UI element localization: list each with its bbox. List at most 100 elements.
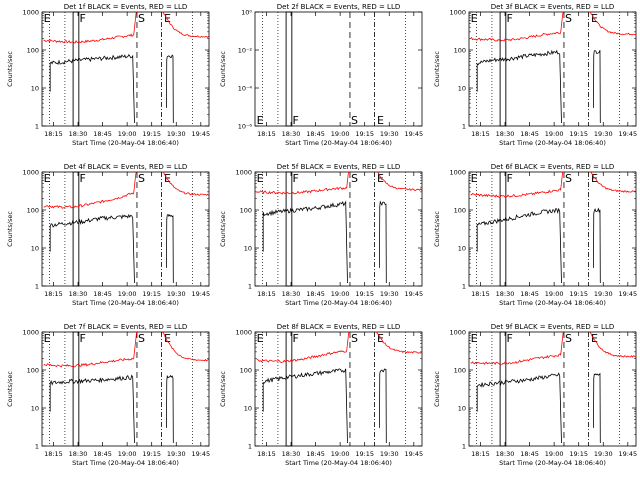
marker-e-0: E [471,12,478,25]
x-tick-label: 19:00 [545,290,564,298]
events-series-line [49,53,135,124]
x-tick-label: 19:15 [355,290,374,298]
events-series-line [262,200,348,283]
y-axis-title: Counts/sec [6,211,14,247]
x-tick-label: 19:15 [569,130,588,138]
x-tick-label: 19:00 [331,130,350,138]
detector-chart-8: Det 8f BLACK = Events, RED = LLD 1 10 100 10… [219,323,423,467]
marker-s-2: S [138,172,145,185]
lld-series-line [470,331,564,366]
lld-series-line-after [589,11,636,36]
x-tick-label: 19:15 [142,290,161,298]
lld-series-line-after [589,171,636,193]
marker-f-1: F [79,172,85,185]
y-tick-label: 100 [27,367,39,375]
detector-chart-4: Det 4f BLACK = Events, RED = LLD 1 10 100 10… [6,163,210,307]
x-axis-title: Start Time (20-May-04 18:06:40) [499,459,606,467]
flare-box [72,11,80,127]
events-series-line-after [593,372,601,443]
x-tick-label: 19:30 [380,130,399,138]
y-tick-label: 10 [244,245,252,253]
lld-series-line [43,171,137,209]
y-tick-label: 10 [458,405,466,413]
flare-box [72,171,80,287]
y-tick-label: 100 [27,47,39,55]
events-series-line-after [166,54,174,123]
marker-e-0: E [44,12,51,25]
y-tick-label: 1000 [235,329,252,337]
chart-title: Det 2f BLACK = Events, RED = LLD [277,3,400,11]
x-tick-label: 18:45 [93,450,112,458]
chart-title: Det 1f BLACK = Events, RED = LLD [64,3,187,11]
events-series-line [49,213,135,284]
lld-series-line-after [162,11,209,38]
marker-f-1: F [506,12,512,25]
plot-frame [254,171,423,287]
y-axis-title: Counts/sec [219,371,227,407]
x-tick-label: 19:45 [191,130,210,138]
x-tick-label: 18:15 [257,290,276,298]
x-tick-label: 18:45 [306,290,325,298]
chart-title: Det 8f BLACK = Events, RED = LLD [277,323,400,331]
x-tick-label: 18:45 [93,130,112,138]
events-series-line-after [379,200,387,283]
x-tick-label: 19:00 [118,290,137,298]
x-tick-label: 18:45 [306,130,325,138]
flare-box [285,331,293,447]
x-tick-label: 19:30 [380,290,399,298]
flare-box [285,171,293,287]
x-tick-label: 18:30 [69,450,88,458]
events-series-line [476,49,562,124]
lld-series-line [43,331,138,368]
x-tick-label: 19:45 [618,290,637,298]
marker-s-2: S [351,172,358,185]
marker-e-3: E [377,172,384,185]
x-tick-label: 19:30 [167,450,186,458]
y-tick-label: 100 [454,47,466,55]
marker-s-2: S [565,12,572,25]
x-tick-label: 19:30 [594,130,613,138]
x-tick-label: 19:45 [404,450,423,458]
marker-e-0: E [471,332,478,345]
x-tick-label: 19:30 [167,290,186,298]
x-axis-title: Start Time (20-May-04 18:06:40) [499,139,606,147]
x-tick-label: 18:30 [496,450,515,458]
marker-e-3: E [164,172,171,185]
x-tick-label: 19:45 [191,450,210,458]
y-tick-label: 10⁰ [241,9,252,17]
marker-e-3: E [591,332,598,345]
events-series-line [476,207,562,284]
y-tick-label: 1 [35,443,39,451]
x-tick-label: 19:45 [618,130,637,138]
x-tick-label: 18:15 [44,450,63,458]
y-tick-label: 1 [462,283,466,291]
y-axis-title: Counts/sec [433,51,441,87]
x-axis-title: Start Time (20-May-04 18:06:40) [285,299,392,307]
x-tick-label: 18:15 [257,130,276,138]
x-tick-label: 18:15 [471,450,490,458]
x-tick-label: 18:45 [306,450,325,458]
y-tick-label: 1000 [235,169,252,177]
marker-s-2: S [138,332,145,345]
x-tick-label: 19:30 [594,450,613,458]
events-series-line-after [379,368,387,443]
x-tick-label: 18:15 [44,290,63,298]
marker-e-0: E [44,172,51,185]
detector-chart-2: Det 2f BLACK = Events, RED = LLD 10⁰ 10⁻² 1… [219,3,423,147]
x-tick-label: 19:45 [404,290,423,298]
y-tick-label: 100 [240,207,252,215]
x-tick-label: 18:30 [282,130,301,138]
x-tick-label: 18:30 [496,290,515,298]
x-tick-label: 18:30 [496,130,515,138]
x-tick-label: 19:15 [569,290,588,298]
y-tick-label: 100 [454,367,466,375]
flare-box [499,11,507,127]
detector-chart-1: Det 1f BLACK = Events, RED = LLD 1 10 100 10… [6,3,210,147]
chart-title: Det 3f BLACK = Events, RED = LLD [491,3,614,11]
y-tick-label: 10 [458,85,466,93]
x-axis-title: Start Time (20-May-04 18:06:40) [72,139,179,147]
marker-f-1: F [79,12,85,25]
lld-series-line [256,171,350,195]
marker-f-1: F [506,172,512,185]
detector-chart-7: Det 7f BLACK = Events, RED = LLD 1 10 100 10… [6,323,210,467]
